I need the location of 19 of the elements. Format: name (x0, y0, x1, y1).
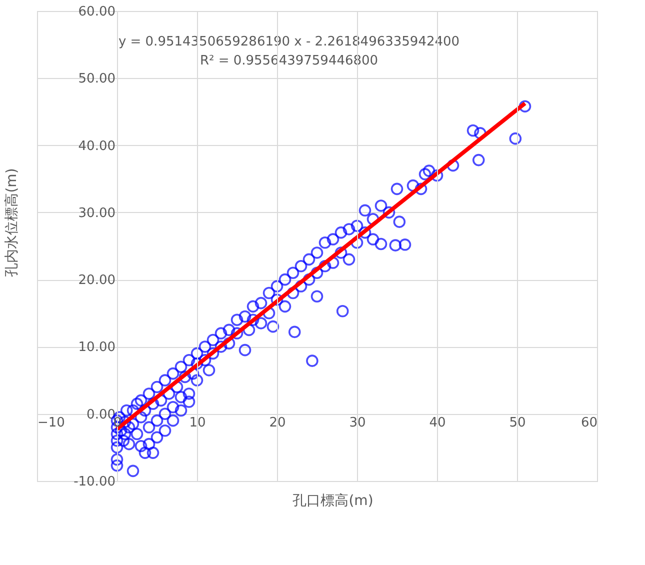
x-tick-label: 10 (189, 415, 206, 430)
y-tick-label: 30.00 (78, 206, 116, 221)
y-tick-label: -10.00 (74, 474, 116, 490)
x-tick-label: 60 (580, 415, 598, 430)
x-tick-label: −10 (38, 415, 65, 430)
y-tick-label: 20.00 (78, 273, 116, 288)
x-axis-title: 孔口標高(m) (292, 493, 374, 509)
y-tick-label: 40.00 (78, 138, 116, 154)
x-tick-label: 40 (429, 415, 446, 430)
y-tick-label: 50.00 (78, 72, 116, 87)
y-tick-label: 10.00 (78, 340, 116, 356)
y-tick-label: 60.00 (78, 4, 116, 20)
y-axis-title: 孔内水位標高(m) (4, 168, 20, 277)
annotation: y = 0.9514350659286190 x - 2.2618496335942400 (118, 34, 460, 50)
x-tick-label: 50 (509, 415, 526, 430)
y-tick-label: 0.00 (86, 407, 116, 422)
x-tick-label: 20 (269, 415, 286, 430)
x-tick-label: 30 (349, 415, 366, 430)
annotation: R² = 0.9556439759446800 (200, 54, 378, 69)
